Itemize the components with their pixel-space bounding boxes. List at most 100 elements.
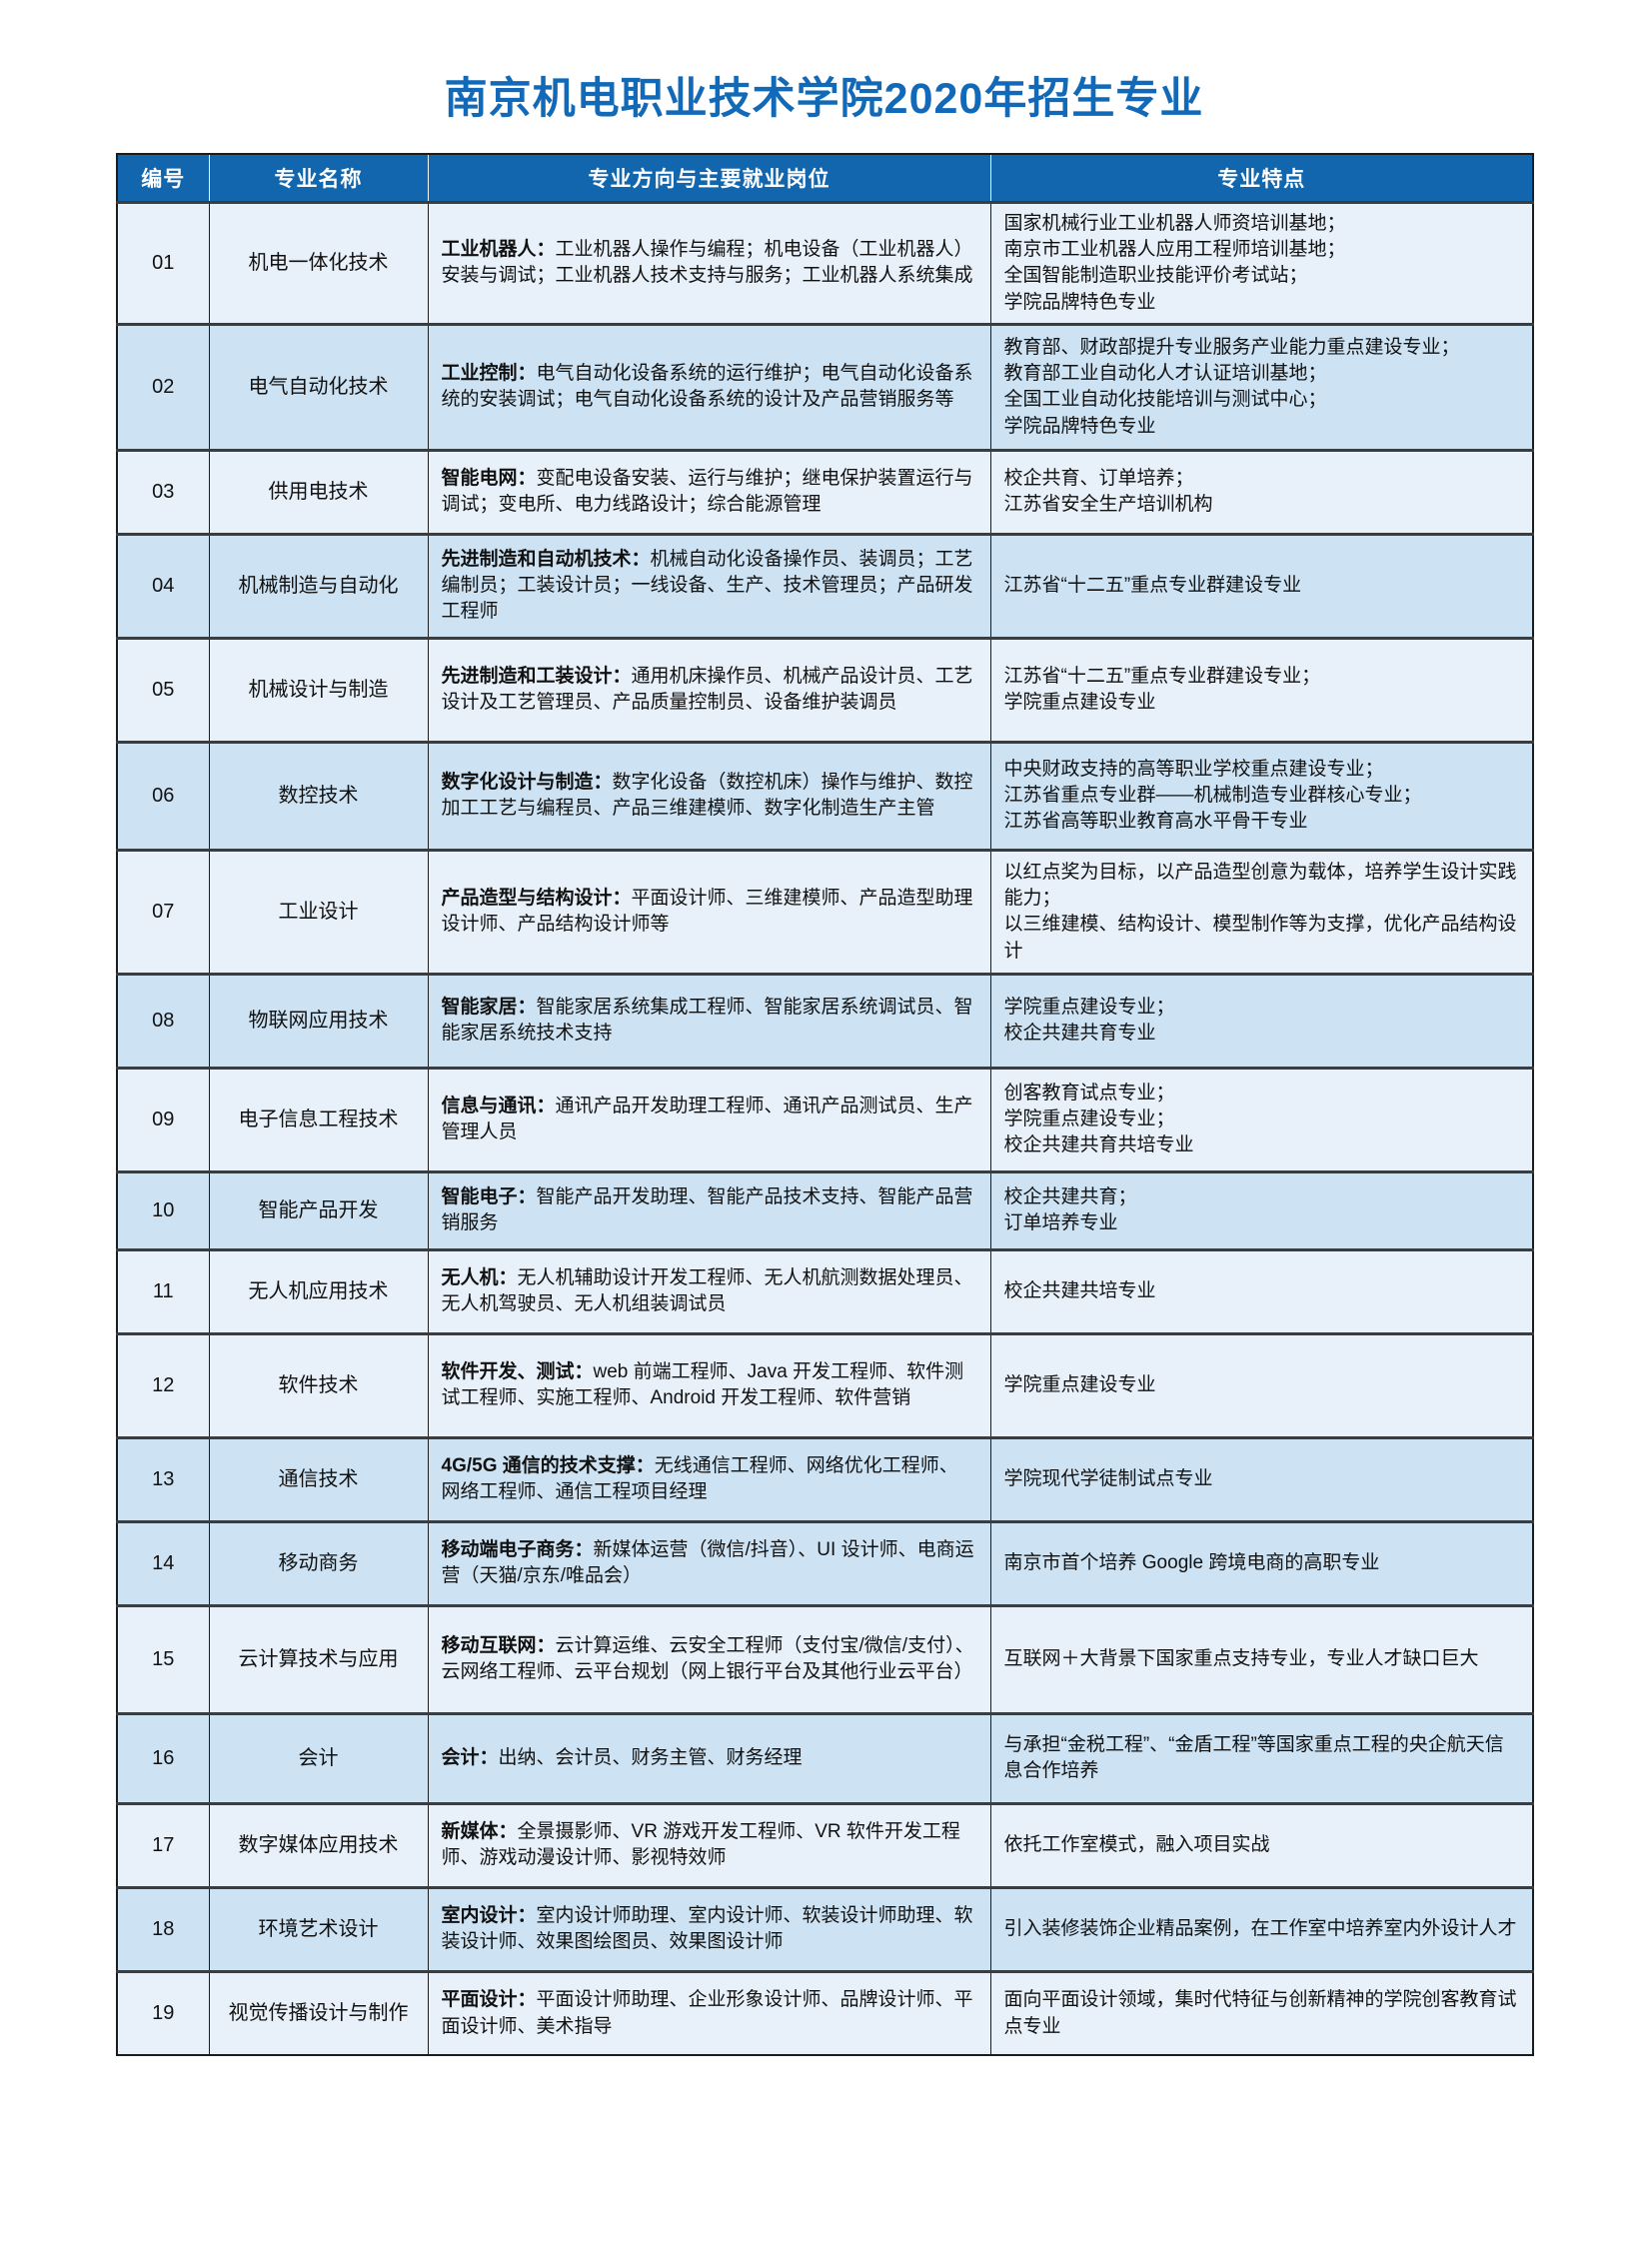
- cell-direction: 数字化设计与制造：数字化设备（数控机床）操作与维护、数控加工工艺与编程员、产品三…: [427, 740, 991, 851]
- cell-no: 06: [116, 740, 210, 851]
- feature-line: 校企共建共培专业: [1003, 1280, 1156, 1302]
- header-cell-no: 编号: [117, 154, 209, 204]
- feature-line: 学院现代学徒制试点专业: [1003, 1468, 1213, 1490]
- cell-features: 与承担“金税工程”、“金盾工程”等国家重点工程的央企航天信息合作培养: [989, 1711, 1534, 1804]
- cell-direction: 室内设计：室内设计师助理、室内设计师、软装设计师助理、软装设计师、效果图绘图员、…: [427, 1885, 991, 1972]
- feature-line: 校企共育、订单培养；: [1003, 468, 1194, 490]
- direction-label: 平面设计：: [441, 1989, 537, 2011]
- direction-text: 无线通信工程师、网络优化工程师、网络工程师、通信工程项目经理: [441, 1455, 958, 1503]
- feature-line: 创客教育试点专业；: [1003, 1083, 1175, 1105]
- cell-direction: 无人机：无人机辅助设计开发工程师、无人机航测数据处理员、无人机驾驶员、无人机组装…: [427, 1247, 991, 1334]
- feature-line: 校企共建共育共培专业: [1003, 1134, 1194, 1156]
- cell-major: 电子信息工程技术: [208, 1066, 429, 1172]
- cell-major: 软件技术: [208, 1331, 429, 1438]
- cell-features: 江苏省“十二五”重点专业群建设专业: [989, 532, 1534, 639]
- feature-line: 江苏省安全生产培训机构: [1003, 494, 1213, 516]
- cell-major: 物联网应用技术: [208, 972, 429, 1069]
- table-row: 13 通信技术 4G/5G 通信的技术支撑：无线通信工程师、网络优化工程师、网络…: [116, 1435, 1534, 1522]
- direction-text: 智能产品开发助理、智能产品技术支持、智能产品营销服务: [441, 1186, 973, 1234]
- cell-major: 通信技术: [208, 1435, 429, 1522]
- cell-major: 会计: [208, 1711, 429, 1804]
- majors-table: 编号 专业名称 专业方向与主要就业岗位 专业特点 01 机电一体化技术 工业机器…: [116, 153, 1534, 2057]
- header-cell-direction: 专业方向与主要就业岗位: [427, 154, 990, 204]
- direction-text: 室内设计师助理、室内设计师、软装设计师助理、软装设计师、效果图绘图员、效果图设计…: [441, 1905, 973, 1953]
- feature-line: 江苏省“十二五”重点专业群建设专业: [1003, 575, 1302, 597]
- feature-line: 学院品牌特色专业: [1003, 291, 1156, 313]
- cell-features: 校企共建共培专业: [989, 1247, 1534, 1334]
- cell-features: 校企共建共育； 订单培养专业: [989, 1169, 1534, 1250]
- cell-no: 01: [116, 201, 210, 325]
- table-row: 16 会计 会计：出纳、会计员、财务主管、财务经理 与承担“金税工程”、“金盾工…: [116, 1711, 1534, 1804]
- feature-line: 面向平面设计领域，集时代特征与创新精神的学院创客教育试点专业: [1003, 1989, 1517, 2037]
- direction-text: 出纳、会计员、财务主管、财务经理: [498, 1747, 803, 1769]
- cell-direction: 信息与通讯：通讯产品开发助理工程师、通讯产品测试员、生产管理人员: [427, 1066, 991, 1172]
- table-row: 04 机械制造与自动化 先进制造和自动机技术：机械自动化设备操作员、装调员；工艺…: [116, 532, 1534, 639]
- cell-major: 移动商务: [208, 1519, 429, 1606]
- cell-no: 15: [116, 1603, 210, 1714]
- direction-label: 产品造型与结构设计：: [441, 888, 632, 910]
- cell-no: 07: [116, 848, 210, 975]
- cell-direction: 先进制造和自动机技术：机械自动化设备操作员、装调员；工艺编制员；工装设计员；一线…: [427, 532, 991, 639]
- cell-features: 引入装修装饰企业精品案例，在工作室中培养室内外设计人才: [989, 1885, 1534, 1972]
- page-title: 南京机电职业技术学院2020年招生专业: [444, 75, 1204, 123]
- cell-no: 11: [116, 1247, 210, 1334]
- cell-direction: 平面设计：平面设计师助理、企业形象设计师、品牌设计师、平面设计师、美术指导: [427, 1969, 991, 2056]
- cell-features: 互联网＋大背景下国家重点支持专业，专业人才缺口巨大: [989, 1603, 1534, 1714]
- cell-no: 18: [116, 1885, 210, 1972]
- table-row: 12 软件技术 软件开发、测试：web 前端工程师、Java 开发工程师、软件测…: [116, 1331, 1534, 1438]
- cell-no: 02: [116, 322, 210, 451]
- direction-text: 电气自动化设备系统的运行维护；电气自动化设备系统的安装调试；电气自动化设备系统的…: [441, 363, 973, 411]
- direction-label: 工业控制：: [441, 363, 537, 385]
- cell-no: 09: [116, 1066, 210, 1172]
- cell-no: 12: [116, 1331, 210, 1438]
- cell-major: 工业设计: [208, 848, 429, 975]
- cell-direction: 4G/5G 通信的技术支撑：无线通信工程师、网络优化工程师、网络工程师、通信工程…: [427, 1435, 991, 1522]
- direction-label: 先进制造和工装设计：: [441, 666, 632, 688]
- cell-major: 机械设计与制造: [208, 636, 429, 743]
- direction-text: 无人机辅助设计开发工程师、无人机航测数据处理员、无人机驾驶员、无人机组装调试员: [441, 1267, 973, 1315]
- direction-text: web 前端工程师、Java 开发工程师、软件测试工程师、实施工程师、Andro…: [441, 1361, 964, 1409]
- cell-features: 依托工作室模式，融入项目实战: [989, 1801, 1534, 1888]
- cell-features: 南京市首个培养 Google 跨境电商的高职专业: [989, 1519, 1534, 1606]
- feature-line: 中央财政支持的高等职业学校重点建设专业；: [1003, 759, 1384, 781]
- page: 南京机电职业技术学院2020年招生专业 编号 专业名称 专业方向与主要就业岗位 …: [0, 64, 1646, 2057]
- feature-line: 学院重点建设专业: [1003, 692, 1156, 714]
- direction-text: 平面设计师、三维建模师、产品造型助理设计师、产品结构设计师等: [441, 888, 973, 936]
- feature-line: 依托工作室模式，融入项目实战: [1003, 1834, 1270, 1856]
- direction-label: 先进制造和自动机技术：: [441, 549, 651, 571]
- cell-major: 电气自动化技术: [208, 322, 429, 451]
- cell-major: 机械制造与自动化: [208, 532, 429, 639]
- table-row: 15 云计算技术与应用 移动互联网：云计算运维、云安全工程师（支付宝/微信/支付…: [116, 1603, 1534, 1714]
- header-cell-features: 专业特点: [989, 154, 1533, 204]
- cell-major: 视觉传播设计与制作: [208, 1969, 429, 2056]
- cell-features: 校企共育、订单培养； 江苏省安全生产培训机构: [989, 448, 1534, 535]
- cell-no: 03: [116, 448, 210, 535]
- direction-label: 新媒体：: [441, 1821, 518, 1843]
- direction-text: 智能家居系统集成工程师、智能家居系统调试员、智能家居系统技术支持: [441, 997, 973, 1045]
- cell-direction: 先进制造和工装设计：通用机床操作员、机械产品设计员、工艺设计及工艺管理员、产品质…: [427, 636, 991, 743]
- cell-major: 无人机应用技术: [208, 1247, 429, 1334]
- direction-label: 工业机器人：: [441, 239, 556, 261]
- table-row: 18 环境艺术设计 室内设计：室内设计师助理、室内设计师、软装设计师助理、软装设…: [116, 1885, 1534, 1972]
- direction-label: 4G/5G 通信的技术支撑：: [441, 1455, 655, 1477]
- feature-line: 校企共建共育；: [1003, 1186, 1137, 1208]
- feature-line: 以三维建模、结构设计、模型制作等为支撑，优化产品结构设计: [1003, 914, 1517, 962]
- cell-no: 16: [116, 1711, 210, 1804]
- feature-line: 以红点奖为目标，以产品造型创意为载体，培养学生设计实践能力；: [1003, 861, 1517, 910]
- cell-direction: 工业机器人：工业机器人操作与编程；机电设备（工业机器人）安装与调试；工业机器人技…: [427, 201, 991, 325]
- feature-line: 学院重点建设专业: [1003, 1374, 1156, 1396]
- table-row: 07 工业设计 产品造型与结构设计：平面设计师、三维建模师、产品造型助理设计师、…: [116, 848, 1534, 975]
- direction-label: 会计：: [441, 1747, 499, 1769]
- cell-direction: 产品造型与结构设计：平面设计师、三维建模师、产品造型助理设计师、产品结构设计师等: [427, 848, 991, 975]
- direction-label: 移动端电子商务：: [441, 1539, 594, 1561]
- cell-direction: 智能电网：变配电设备安装、运行与维护；继电保护装置运行与调试；变电所、电力线路设…: [427, 448, 991, 535]
- cell-major: 供用电技术: [208, 448, 429, 535]
- header-cell-major: 专业名称: [208, 154, 428, 204]
- cell-direction: 会计：出纳、会计员、财务主管、财务经理: [427, 1711, 991, 1804]
- cell-direction: 智能家居：智能家居系统集成工程师、智能家居系统调试员、智能家居系统技术支持: [427, 972, 991, 1069]
- direction-label: 数字化设计与制造：: [441, 772, 613, 794]
- direction-text: 工业机器人操作与编程；机电设备（工业机器人）安装与调试；工业机器人技术支持与服务…: [441, 239, 973, 287]
- table-row: 02 电气自动化技术 工业控制：电气自动化设备系统的运行维护；电气自动化设备系统…: [116, 322, 1534, 451]
- direction-label: 无人机：: [441, 1267, 518, 1289]
- direction-text: 机械自动化设备操作员、装调员；工艺编制员；工装设计员；一线设备、生产、技术管理员…: [441, 549, 973, 623]
